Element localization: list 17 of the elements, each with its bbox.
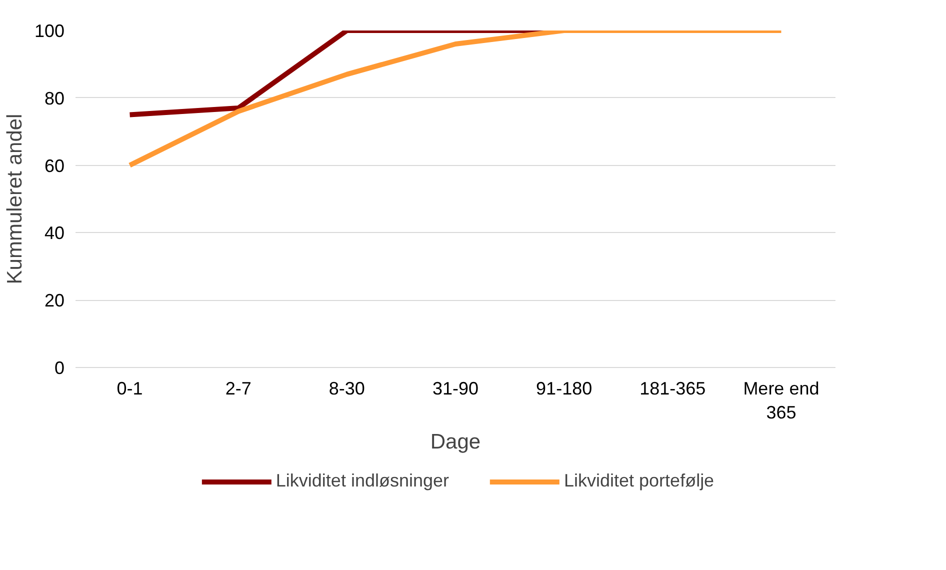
y-tick-label: 100 (34, 21, 65, 41)
legend-label: Likviditet indløsninger (276, 470, 450, 492)
x-axis-title: Dage (430, 430, 481, 454)
y-tick-label: 40 (44, 223, 65, 244)
x-tick-label: 2-7 (225, 378, 252, 398)
y-tick-label: 20 (44, 290, 65, 311)
x-tick-label: 0-1 (116, 378, 143, 398)
x-tick-label: 8-30 (328, 378, 365, 398)
x-tick-label: Mere end 365 (743, 378, 820, 422)
y-tick-label: 60 (44, 156, 65, 176)
legend-label: Likviditet portefølje (564, 470, 714, 492)
x-tick-label: 31-90 (432, 378, 479, 398)
x-tick-label: 91-180 (536, 378, 592, 398)
y-axis-title: Kummuleret andel (3, 114, 26, 284)
y-tick-label: 80 (44, 88, 65, 108)
y-tick-label: 0 (54, 358, 65, 378)
x-tick-label: 181-365 (640, 378, 706, 398)
